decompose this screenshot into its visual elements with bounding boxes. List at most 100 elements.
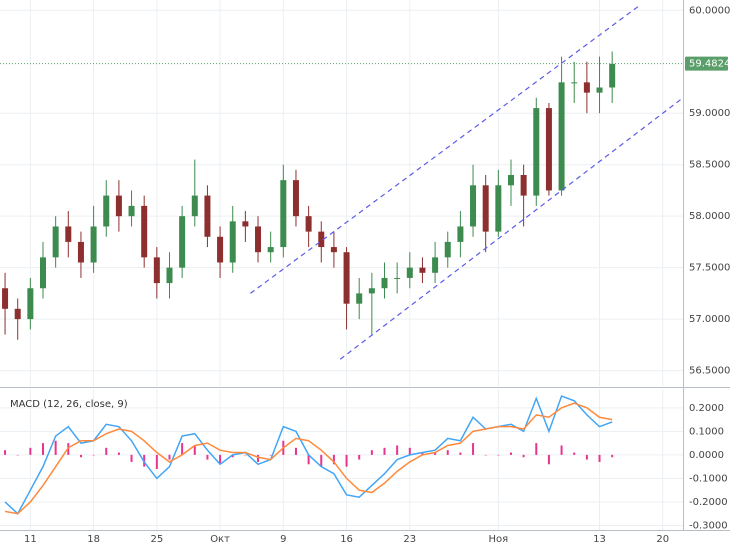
histogram-bar	[408, 447, 411, 455]
candle-body	[482, 185, 489, 232]
candle-body	[166, 267, 173, 284]
histogram-bar	[611, 454, 614, 458]
candle-body	[368, 288, 375, 294]
histogram-bar	[54, 440, 57, 455]
x-tick-label: 16	[340, 534, 353, 545]
histogram-bar	[294, 447, 297, 455]
histogram-bar	[105, 447, 108, 455]
candle-body	[40, 257, 47, 289]
candle-body	[444, 241, 451, 258]
y-tick-label: -0.1000	[689, 473, 728, 484]
y-tick-label: 0.1000	[689, 426, 724, 437]
histogram-bar	[42, 443, 45, 455]
histogram-bar	[16, 454, 19, 456]
x-tick-label: 20	[656, 534, 669, 545]
y-tick-label: 57.0000	[689, 314, 730, 325]
histogram-bar	[446, 450, 449, 455]
candle-body	[217, 236, 224, 263]
candle-body	[495, 185, 502, 232]
histogram-bar	[244, 454, 247, 456]
histogram-bar	[421, 452, 424, 455]
candle-body	[609, 63, 616, 88]
histogram-bar	[358, 454, 361, 460]
histogram-bar	[509, 452, 512, 455]
histogram-bar	[320, 454, 323, 467]
histogram-bar	[585, 454, 588, 460]
last-price-tag	[685, 56, 728, 71]
histogram-bar	[307, 454, 310, 465]
histogram-bar	[219, 454, 222, 465]
candle-body	[128, 205, 135, 217]
x-tick-label: 18	[87, 534, 100, 545]
histogram-bar	[193, 445, 196, 455]
y-tick-label: 56.5000	[689, 366, 730, 377]
candle-body	[115, 195, 122, 217]
candle-body	[432, 257, 439, 273]
candle-body	[356, 293, 363, 304]
candle-body	[381, 277, 388, 289]
candle-body	[558, 82, 565, 191]
histogram-bar	[383, 447, 386, 455]
histogram-bar	[117, 452, 120, 455]
candle-body	[507, 175, 514, 186]
histogram-bar	[345, 454, 348, 467]
histogram-bar	[130, 454, 133, 462]
x-tick-label: 25	[150, 534, 163, 545]
candle-body	[318, 231, 325, 248]
histogram-bar	[560, 445, 563, 455]
histogram-bar	[269, 454, 272, 456]
histogram-bar	[396, 445, 399, 455]
macd-line	[4, 402, 613, 515]
candle-body	[343, 252, 350, 304]
candle-body	[406, 267, 413, 278]
x-tick-label: Окт	[210, 534, 230, 545]
y-tick-label: -0.3000	[689, 520, 728, 531]
x-tick-label: 9	[280, 534, 286, 545]
candle-body	[394, 277, 401, 279]
candle-body	[242, 221, 249, 227]
candle-body	[596, 87, 603, 93]
y-tick-label: 58.0000	[689, 211, 730, 222]
histogram-bar	[459, 452, 462, 455]
candle-body	[90, 226, 97, 263]
candle-body	[153, 257, 160, 284]
candle-body	[14, 308, 21, 320]
y-tick-label: 0.2000	[689, 403, 724, 414]
histogram-bar	[168, 454, 171, 460]
histogram-bar	[155, 454, 158, 469]
histogram-bar	[497, 454, 500, 456]
histogram-bar	[547, 454, 550, 465]
candle-body	[141, 205, 148, 258]
candle-body	[280, 180, 287, 248]
candle-body	[533, 108, 540, 196]
candle-body	[267, 247, 274, 253]
histogram-bar	[598, 454, 601, 462]
candle-body	[305, 216, 312, 232]
histogram-bar	[573, 452, 576, 455]
candle-body	[545, 108, 552, 191]
candle-body	[583, 82, 590, 93]
candle-body	[457, 226, 464, 242]
histogram-bar	[522, 454, 525, 458]
candle-body	[571, 82, 578, 84]
candle-body	[179, 216, 186, 268]
histogram-bar	[472, 443, 475, 455]
histogram-bar	[231, 454, 234, 458]
x-tick-label: 13	[593, 534, 606, 545]
candle-body	[77, 241, 84, 263]
candle-body	[330, 247, 337, 253]
candle-body	[27, 288, 34, 320]
candle-body	[229, 221, 236, 263]
indicator-title: MACD (12, 26, close, 9)	[10, 399, 128, 410]
last-price-label: 59.4824	[689, 59, 730, 70]
histogram-bar	[206, 454, 209, 460]
candle-body	[65, 226, 72, 242]
x-tick-label: Ноя	[489, 534, 509, 545]
y-tick-label: 0.0000	[689, 450, 724, 461]
histogram-bar	[29, 447, 32, 455]
candle-body	[470, 185, 477, 227]
histogram-bar	[332, 454, 335, 465]
candle-body	[520, 175, 527, 196]
